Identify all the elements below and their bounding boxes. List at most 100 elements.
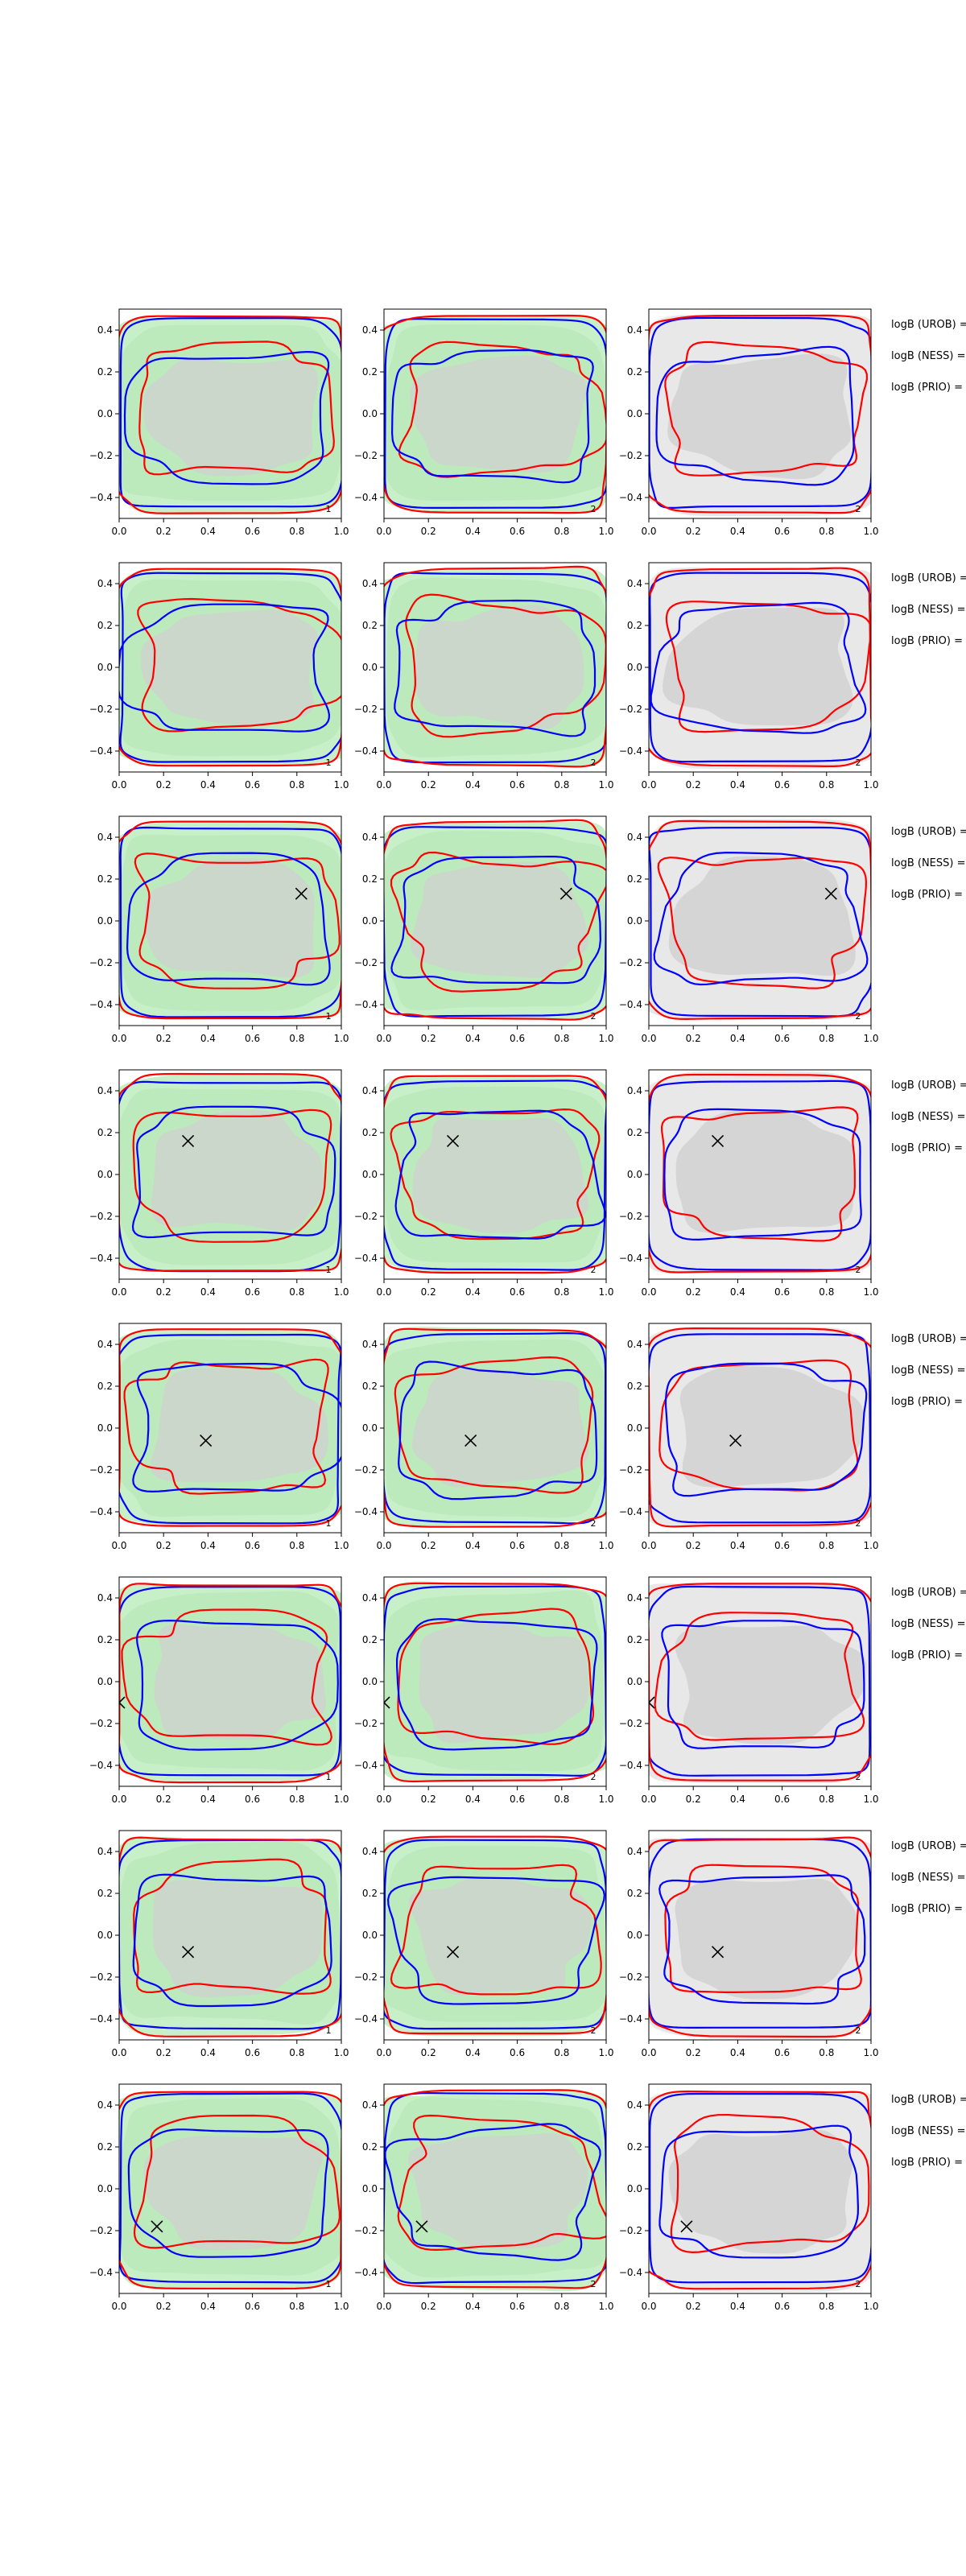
side-label: logB (PRIO) = [891, 1142, 963, 1154]
x-tick-label: 0.2 [421, 2047, 436, 2058]
panel-r6-c2: 0.4 0.2 0.0 −0.2 −0.4 0.0 0.2 0.4 0.6 0.8 1.0 2 [354, 1576, 614, 1805]
red-contour-outer [119, 1072, 341, 1272]
side-label: logB (UROB) = [891, 1840, 966, 1852]
plot-area [649, 1071, 871, 1274]
x-tick-label: 0.0 [376, 1540, 391, 1551]
blue-contour-inner [658, 1874, 866, 2005]
y-tick-label: 0.0 [97, 1422, 113, 1434]
x-tick-label: 0.6 [510, 1540, 525, 1551]
x-tick-label: 0.0 [641, 1540, 656, 1551]
blue-contour-inner [650, 601, 867, 734]
plot-area [119, 1836, 341, 2037]
panel-corner-label: 2 [591, 2279, 597, 2289]
plot-area [119, 568, 341, 767]
side-label: logB (PRIO) = [891, 1649, 963, 1662]
y-tick-label: 0.4 [97, 1339, 113, 1350]
y-tick-label: −0.4 [354, 2267, 378, 2278]
y-tick-label: 0.2 [97, 366, 113, 378]
red-contour-outer [384, 314, 606, 514]
blue-contour-outer [119, 2092, 341, 2284]
x-tick-label: 0.8 [554, 779, 569, 791]
x-tick-label: 0.4 [730, 2047, 745, 2058]
y-tick-label: 0.0 [627, 915, 642, 927]
panel-corner-label: 1 [326, 2025, 332, 2036]
x-marker [151, 2220, 163, 2233]
red-contour-inner [394, 1356, 594, 1494]
x-tick-label: 1.0 [863, 526, 878, 537]
panel-corner-label: 2 [856, 1772, 861, 1782]
x-tick-label: 0.8 [289, 2301, 304, 2312]
blue-contour-inner [132, 1873, 332, 2008]
red-contour-outer [384, 1835, 606, 2035]
blue-contour-inner [390, 349, 594, 484]
x-tick-label: 1.0 [863, 779, 878, 791]
side-label: logB (NESS) = [891, 1111, 965, 1123]
x-marker [181, 1946, 195, 1959]
x-tick-label: 0.2 [686, 1540, 701, 1551]
blue-contour-inner [123, 350, 330, 485]
panel-r4-c2: 0.4 0.2 0.0 −0.2 −0.4 0.0 0.2 0.4 0.6 0.8 1.0 2 [354, 1069, 614, 1298]
x-tick-label: 0.2 [421, 1794, 436, 1805]
x-tick-label: 0.6 [510, 2301, 525, 2312]
y-tick-label: −0.4 [354, 1760, 378, 1771]
red-contour-outer [649, 314, 871, 514]
panel-corner-label: 1 [326, 504, 332, 514]
y-tick-label: 0.0 [362, 408, 378, 419]
gray-density [151, 1110, 324, 1232]
plot-area [119, 315, 341, 515]
x-tick-label: 0.8 [819, 2047, 834, 2058]
y-tick-label: 0.2 [97, 2141, 113, 2153]
x-tick-label: 0.8 [819, 1794, 834, 1805]
y-tick-label: −0.2 [619, 450, 642, 461]
plot-area [119, 1328, 341, 1527]
blue-contour-inner [664, 1362, 868, 1497]
x-tick-label: 0.0 [641, 1033, 656, 1044]
panel-r7-c3: 0.4 0.2 0.0 −0.2 −0.4 0.0 0.2 0.4 0.6 0.8 1.02 [619, 1830, 879, 2058]
gray-density [154, 1624, 326, 1740]
x-tick-label: 0.0 [111, 526, 126, 537]
x-tick-label: 0.0 [641, 526, 656, 537]
side-label: logB (NESS) = [891, 2125, 965, 2137]
panel-r8-c1: 0.4 0.2 0.0 −0.2 −0.4 0.0 0.2 0.4 0.6 0.8 1.0 1 [89, 2083, 349, 2312]
gray-density [408, 2133, 588, 2249]
x-tick-label: 1.0 [863, 1033, 878, 1044]
x-tick-label: 1.0 [863, 1540, 878, 1551]
panel-r2-c2: 0.4 0.2 0.0 −0.2 −0.4 0.0 0.2 0.4 0.6 0.8 1.0 2 [354, 562, 614, 791]
x-tick-label: 1.0 [598, 526, 613, 537]
y-tick-label: 0.0 [97, 1930, 113, 1941]
panel-corner-label: 2 [856, 1518, 861, 1529]
red-contour-outer [384, 819, 606, 1021]
side-label: logB (NESS) = [891, 1872, 965, 1884]
y-tick-label: 0.0 [97, 1169, 113, 1180]
panel-r8-c2: 0.4 0.2 0.0 −0.2 −0.4 0.0 0.2 0.4 0.6 0.8 1.0 2 [354, 2083, 614, 2312]
x-tick-label: 0.4 [200, 779, 216, 791]
plot-area [384, 2089, 606, 2292]
x-tick-label: 0.4 [730, 2301, 745, 2312]
panel-r6-c1: 0.4 0.2 0.0 −0.2 −0.4 0.0 0.2 0.4 0.6 0.8 1.0 1 [89, 1576, 349, 1805]
y-tick-label: 0.4 [362, 1846, 378, 1857]
x-tick-label: 0.0 [111, 1033, 126, 1044]
gray-density [143, 358, 319, 477]
x-tick-label: 0.6 [510, 526, 525, 537]
plot-area [649, 567, 871, 769]
gray-density [663, 607, 853, 726]
side-label: logB (NESS) = [891, 604, 965, 616]
x-tick-label: 0.6 [245, 1540, 260, 1551]
panel-corner-label: 2 [591, 1772, 597, 1782]
panel-corner-label: 2 [591, 1011, 597, 1022]
x-tick-label: 0.4 [730, 1286, 745, 1298]
blue-contour-outer [649, 1838, 871, 2029]
blue-contour-outer [384, 1080, 606, 1271]
x-tick-label: 0.0 [376, 1286, 391, 1298]
y-tick-label: 0.2 [362, 1888, 378, 1899]
red-contour-inner [133, 1858, 332, 1995]
y-tick-label: 0.2 [97, 620, 113, 631]
x-tick-label: 1.0 [333, 526, 349, 537]
x-tick-label: 0.2 [686, 526, 701, 537]
x-marker [680, 2220, 693, 2233]
y-tick-label: −0.4 [89, 1760, 113, 1771]
y-tick-label: −0.4 [354, 1253, 378, 1264]
y-tick-label: 0.4 [627, 2099, 642, 2111]
panel-r1-c2: 0.4 0.2 0.0 −0.2 −0.4 0.0 0.2 0.4 0.6 0.8 1.0 2 [354, 308, 614, 537]
y-tick-label: −0.2 [354, 957, 378, 968]
